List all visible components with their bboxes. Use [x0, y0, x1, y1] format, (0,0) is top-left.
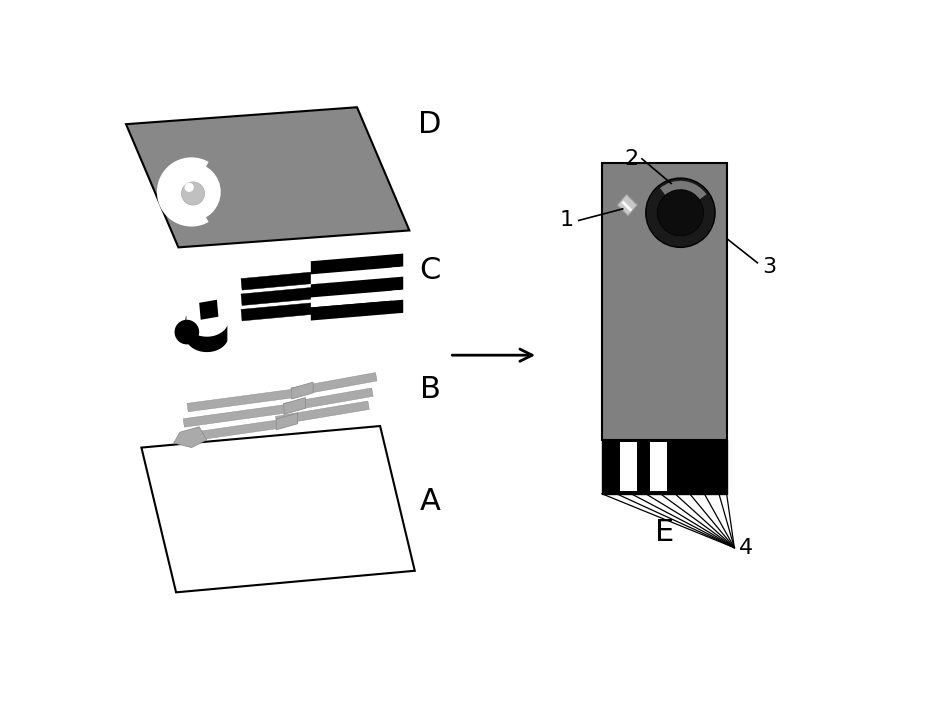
Text: A: A — [419, 487, 440, 516]
Polygon shape — [311, 290, 403, 308]
Polygon shape — [290, 373, 376, 396]
Polygon shape — [616, 194, 637, 216]
Text: C: C — [419, 256, 440, 285]
Bar — [602, 440, 726, 494]
Polygon shape — [241, 296, 392, 321]
Circle shape — [656, 190, 703, 236]
Polygon shape — [284, 398, 305, 414]
Polygon shape — [291, 382, 312, 399]
Polygon shape — [199, 300, 218, 320]
Polygon shape — [241, 265, 392, 290]
Polygon shape — [173, 427, 207, 448]
Polygon shape — [179, 421, 276, 443]
Polygon shape — [311, 300, 403, 321]
Polygon shape — [185, 316, 227, 352]
Text: 2: 2 — [624, 149, 638, 169]
Bar — [649, 442, 666, 491]
Text: 4: 4 — [738, 538, 752, 558]
Polygon shape — [126, 107, 409, 247]
Polygon shape — [187, 389, 292, 412]
Text: E: E — [654, 518, 673, 547]
Polygon shape — [141, 426, 414, 593]
Polygon shape — [311, 253, 403, 274]
Text: B: B — [419, 376, 440, 404]
Bar — [619, 442, 637, 491]
Text: D: D — [418, 110, 441, 139]
Circle shape — [162, 163, 221, 221]
Circle shape — [174, 320, 199, 344]
Polygon shape — [276, 413, 298, 430]
Polygon shape — [183, 405, 285, 427]
Bar — [602, 163, 726, 440]
Circle shape — [182, 182, 204, 205]
Text: 3: 3 — [761, 256, 775, 276]
Polygon shape — [275, 401, 369, 425]
Polygon shape — [283, 388, 373, 412]
Polygon shape — [311, 276, 403, 298]
Text: 1: 1 — [559, 211, 574, 231]
Circle shape — [645, 178, 715, 247]
Circle shape — [184, 183, 194, 192]
Polygon shape — [241, 280, 392, 306]
Polygon shape — [311, 266, 403, 284]
